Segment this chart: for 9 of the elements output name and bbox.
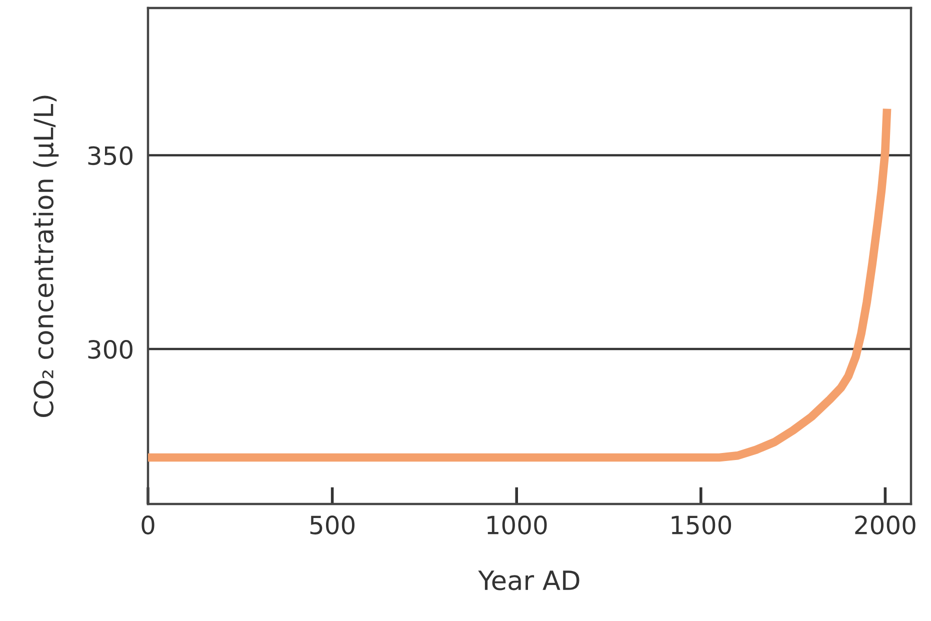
y-axis-title: CO₂ concentration (µL/L): [33, 96, 59, 418]
x-tick-label: 1000: [488, 516, 547, 534]
x-tick-label: 2000: [855, 516, 916, 534]
y-tick-label: 350: [88, 146, 132, 166]
x-tick-label: 1500: [672, 516, 732, 534]
x-tick-label: 0: [142, 516, 154, 534]
x-tick-label: 500: [310, 516, 354, 534]
x-axis-title: Year AD: [478, 570, 580, 590]
y-tick-label: 300: [88, 340, 132, 359]
